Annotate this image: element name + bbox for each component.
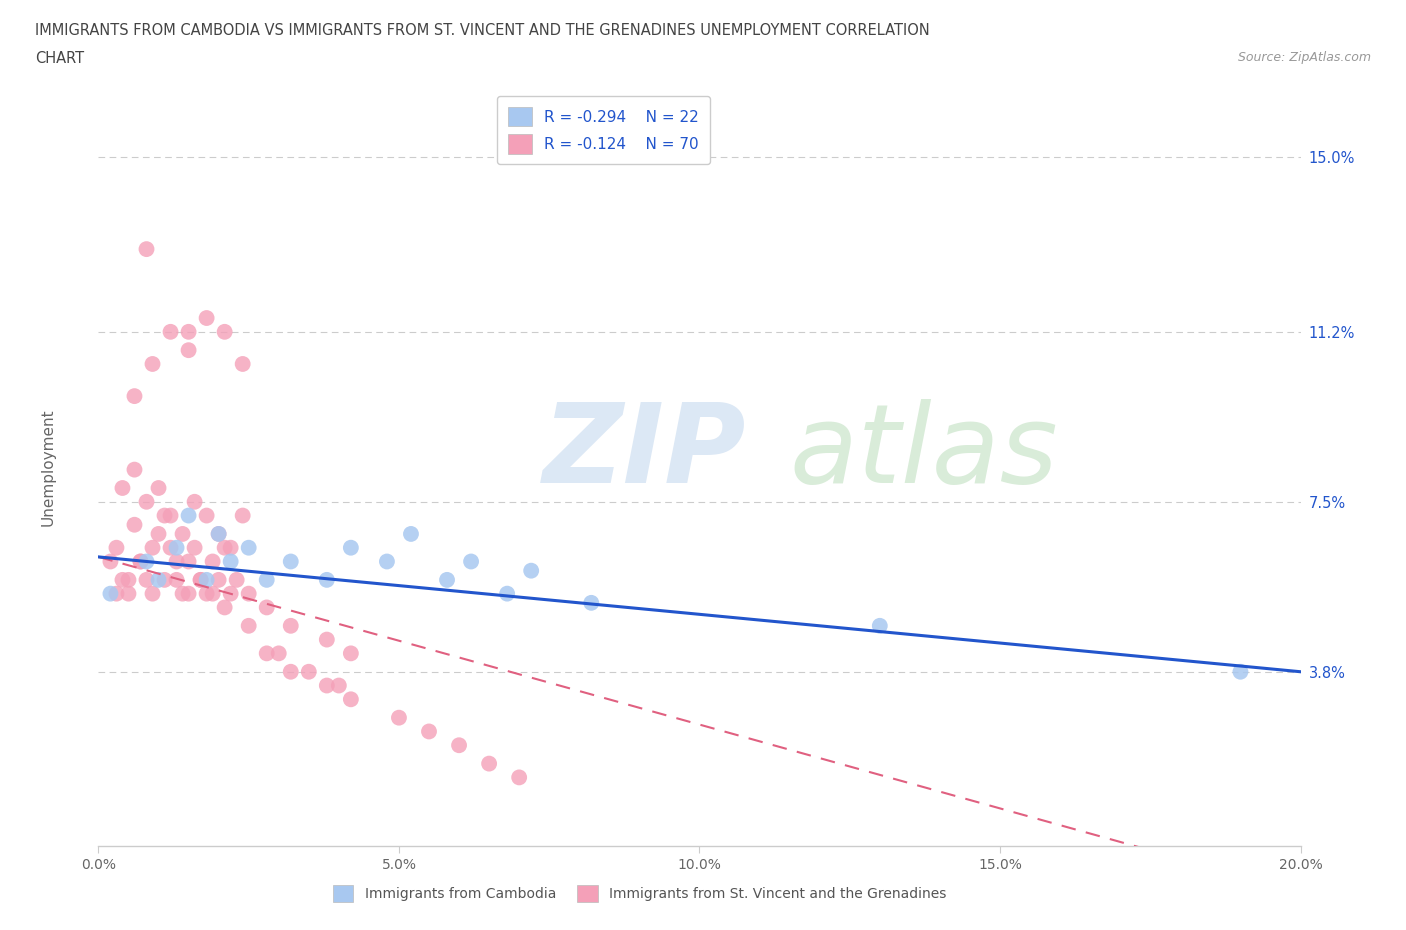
Point [177, 325, 200, 339]
Point [195, 586, 218, 601]
Point [496, 586, 519, 601]
Point [124, 517, 146, 532]
Point [208, 573, 231, 588]
Point [100, 586, 122, 601]
Point [153, 508, 176, 523]
Point [219, 586, 242, 601]
Point [159, 508, 181, 523]
Point [508, 770, 530, 785]
Point [177, 586, 200, 601]
Point [340, 646, 363, 661]
Point [141, 540, 163, 555]
Point [135, 242, 157, 257]
Point [208, 526, 231, 541]
Point [141, 356, 163, 371]
Point [124, 462, 146, 477]
Point [117, 573, 139, 588]
Point [190, 573, 212, 588]
Point [177, 508, 200, 523]
Text: ZIP: ZIP [543, 399, 747, 506]
Point [135, 573, 157, 588]
Point [195, 508, 218, 523]
Point [166, 554, 188, 569]
Point [166, 540, 188, 555]
Text: IMMIGRANTS FROM CAMBODIA VS IMMIGRANTS FROM ST. VINCENT AND THE GRENADINES UNEMP: IMMIGRANTS FROM CAMBODIA VS IMMIGRANTS F… [35, 23, 929, 38]
Point [399, 526, 422, 541]
Point [129, 554, 152, 569]
Point [256, 646, 278, 661]
Point [298, 664, 321, 679]
Text: Source: ZipAtlas.com: Source: ZipAtlas.com [1237, 51, 1371, 64]
Point [418, 724, 440, 739]
Point [135, 495, 157, 510]
Point [159, 325, 181, 339]
Point [124, 389, 146, 404]
Point [153, 573, 176, 588]
Point [280, 664, 302, 679]
Point [225, 573, 247, 588]
Point [315, 678, 337, 693]
Point [315, 632, 337, 647]
Point [280, 618, 302, 633]
Point [135, 554, 157, 569]
Point [172, 526, 194, 541]
Point [100, 554, 122, 569]
Point [238, 586, 260, 601]
Legend: R = -0.294    N = 22, R = -0.124    N = 70: R = -0.294 N = 22, R = -0.124 N = 70 [496, 96, 710, 165]
Text: Unemployment: Unemployment [41, 408, 55, 526]
Point [111, 481, 134, 496]
Point [190, 573, 212, 588]
Point [177, 554, 200, 569]
Point [1229, 664, 1251, 679]
Point [214, 600, 236, 615]
Point [219, 540, 242, 555]
Point [201, 586, 224, 601]
Point [195, 311, 218, 325]
Point [105, 540, 128, 555]
Point [388, 711, 411, 725]
Point [238, 540, 260, 555]
Point [117, 586, 139, 601]
Point [375, 554, 398, 569]
Point [280, 554, 302, 569]
Point [183, 540, 205, 555]
Point [232, 508, 254, 523]
Point [148, 481, 170, 496]
Text: atlas: atlas [790, 399, 1059, 506]
Point [232, 356, 254, 371]
Point [256, 573, 278, 588]
Point [328, 678, 350, 693]
Point [177, 343, 200, 358]
Point [238, 618, 260, 633]
Point [105, 586, 128, 601]
Point [141, 586, 163, 601]
Point [208, 526, 231, 541]
Point [183, 495, 205, 510]
Point [195, 573, 218, 588]
Point [447, 737, 470, 752]
Point [340, 540, 363, 555]
Text: CHART: CHART [35, 51, 84, 66]
Point [219, 554, 242, 569]
Point [520, 564, 543, 578]
Point [148, 526, 170, 541]
Point [129, 554, 152, 569]
Point [256, 600, 278, 615]
Point [201, 554, 224, 569]
Point [172, 586, 194, 601]
Point [478, 756, 501, 771]
Point [340, 692, 363, 707]
Point [315, 573, 337, 588]
Point [111, 573, 134, 588]
Point [460, 554, 482, 569]
Point [148, 573, 170, 588]
Point [581, 595, 603, 610]
Point [166, 573, 188, 588]
Point [267, 646, 290, 661]
Point [214, 325, 236, 339]
Point [159, 540, 181, 555]
Point [214, 540, 236, 555]
Point [436, 573, 458, 588]
Point [869, 618, 891, 633]
